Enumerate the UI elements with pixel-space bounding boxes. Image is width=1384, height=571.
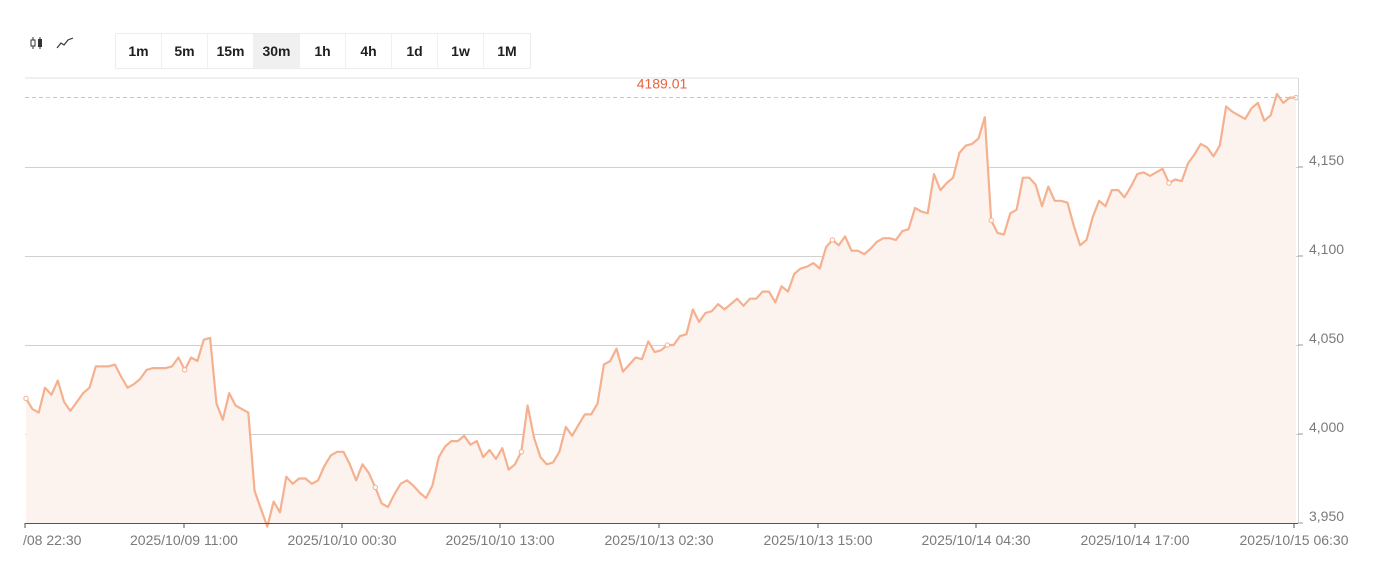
price-marker (988, 217, 994, 224)
x-tick-label: /08 22:30 (23, 532, 82, 548)
x-tick-label: 2025/10/13 15:00 (764, 532, 873, 548)
timeframe-button-1w[interactable]: 1w (438, 34, 484, 68)
timeframe-button-1m[interactable]: 1m (116, 34, 162, 68)
y-tick-label: 4,050 (1309, 330, 1344, 346)
timeframe-button-4h[interactable]: 4h (346, 34, 392, 68)
chart-type-toggle (26, 34, 76, 52)
price-area-fill (26, 94, 1296, 527)
candlestick-icon[interactable] (26, 34, 48, 52)
x-tick-label: 2025/10/14 17:00 (1081, 532, 1190, 548)
price-marker (829, 237, 836, 243)
timeframe-button-5m[interactable]: 5m (162, 34, 208, 68)
line-chart-icon[interactable] (54, 34, 76, 52)
timeframe-button-1m[interactable]: 1M (497, 43, 517, 59)
price-marker (664, 342, 671, 348)
timeframe-selector: 1m 5m 15m 30m 1h 4h 1d 1w 1M (115, 33, 531, 69)
price-marker (518, 449, 524, 455)
x-tick-label: 2025/10/10 13:00 (446, 532, 555, 548)
timeframe-button-1h[interactable]: 1h (300, 34, 346, 68)
price-line (25, 92, 1296, 528)
y-tick-label: 4,100 (1309, 241, 1344, 257)
price-marker (23, 395, 29, 402)
y-tick-label: 4,150 (1309, 152, 1344, 168)
last-price-label: 4189.01 (637, 76, 688, 92)
timeframe-button-30m[interactable]: 30m (254, 34, 300, 68)
x-tick-label: 2025/10/13 02:30 (605, 532, 714, 548)
y-tick-label: 3,950 (1309, 508, 1344, 524)
price-marker (182, 367, 188, 373)
x-tick-label: 2025/10/14 04:30 (922, 532, 1031, 548)
x-tick-label: 2025/10/09 11:00 (130, 532, 238, 548)
timeframe-button-15m[interactable]: 15m (208, 34, 254, 68)
x-tick-label: 2025/10/10 00:30 (288, 532, 397, 548)
x-tick-label: 2025/10/15 06:30 (1240, 532, 1349, 548)
price-marker (1166, 180, 1172, 186)
y-tick-label: 4,000 (1309, 419, 1344, 435)
timeframe-button-1d[interactable]: 1d (392, 34, 438, 68)
price-marker (372, 484, 378, 491)
